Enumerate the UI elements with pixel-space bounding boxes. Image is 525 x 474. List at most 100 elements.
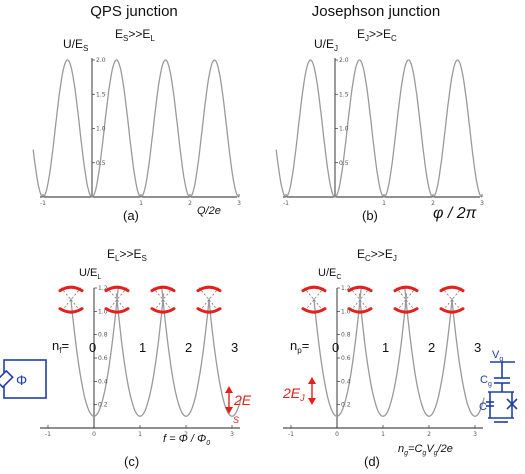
y-tick-label: 0.8: [98, 332, 108, 339]
x-tick-label: 1: [382, 200, 386, 207]
curve-c: [70, 288, 242, 417]
panel-label-c: (c): [124, 454, 139, 469]
y-tick-label: 0.4: [341, 378, 351, 385]
xlabel-d: ng=CgVg/2e: [398, 443, 453, 457]
gap-arrow-head-up-d: [308, 377, 316, 384]
branch-index: 3: [231, 340, 238, 355]
y-tick-label: 2.0: [339, 57, 349, 64]
lower-band: [104, 307, 130, 314]
x-tick-label: -1: [288, 431, 294, 438]
x-tick-label: 0: [335, 431, 339, 438]
junction-cross-icon: [506, 398, 518, 410]
branch-index: 0: [89, 340, 96, 355]
y-tick-label: 0.2: [341, 402, 351, 409]
crossing-dash: [395, 287, 417, 312]
curve-b: [275, 59, 483, 198]
y-tick-label: 1.0: [341, 308, 351, 315]
y-tick-label: 0.2: [98, 402, 108, 409]
condition-a: ES>>EL: [115, 27, 155, 43]
index-label-d: np=: [290, 338, 309, 355]
cg-label: Cg: [480, 374, 492, 388]
y-tick-label: 0.5: [339, 160, 349, 167]
x-tick-label: -1: [45, 431, 51, 438]
x-tick-label: 2: [427, 431, 431, 438]
ylabel-c: U/EL: [79, 267, 101, 281]
panel-label-b: (b): [362, 208, 378, 223]
flux-symbol: Φ: [16, 372, 27, 388]
crossing-dash: [349, 287, 371, 312]
panel-b: -1 1 2 3 0.5 1.0 1.5 2.0 U/EJ EJ>>EC φ / 2π (b): [275, 27, 484, 223]
branch-index: 1: [139, 340, 146, 355]
y-tick-label: 1.2: [341, 285, 351, 292]
upper-band: [58, 285, 84, 293]
y-tick-label: 1.5: [339, 91, 349, 98]
condition-d: EC>>EJ: [357, 247, 397, 263]
x-tick-label: 1: [139, 200, 143, 207]
x-tick-label: -1: [40, 200, 46, 207]
condition-c: EL>>ES: [107, 247, 147, 263]
c-label: C: [479, 401, 487, 413]
vg-label: Vg: [492, 349, 503, 363]
ylabel-d: U/EC: [318, 267, 341, 281]
lower-band: [301, 307, 327, 314]
index-label-c: nf=: [52, 338, 69, 355]
x-tick-label: 0: [92, 431, 96, 438]
lower-band: [196, 307, 222, 314]
condition-b: EJ>>EC: [357, 27, 397, 43]
crossing-dash: [303, 287, 325, 312]
curve-d: [313, 288, 485, 417]
lower-band: [439, 307, 465, 314]
x-tick-label: 3: [473, 431, 477, 438]
lower-band: [347, 307, 373, 314]
y-tick-label: 0.8: [341, 332, 351, 339]
y-tick-label: 2.0: [96, 57, 106, 64]
gap-arrow-head-down-c: [225, 407, 233, 414]
y-tick-label: 1.0: [339, 126, 349, 133]
branch-index: 0: [332, 340, 339, 355]
panel-label-a: (a): [123, 208, 139, 223]
upper-band: [150, 285, 176, 293]
qps-circuit-inset: Φ: [0, 359, 47, 399]
title-qps: QPS junction: [90, 3, 178, 20]
crossing-dash: [106, 287, 128, 312]
branch-index: 1: [382, 340, 389, 355]
gap-arrow-head-down-d: [308, 398, 316, 405]
y-tick-label: 1.0: [98, 308, 108, 315]
crossing-dash: [441, 287, 463, 312]
y-tick-label: 0.4: [98, 378, 108, 385]
panel-c: -1 0 1 2 3 0.2 0.4 0.6 0.8 1.0 1.2 U/EL EL>>ES nf=…: [40, 247, 252, 469]
upper-band: [301, 285, 327, 293]
branch-index: 3: [474, 340, 481, 355]
upper-band: [439, 285, 465, 293]
curve-a: [32, 59, 240, 198]
y-tick-label: 1.0: [96, 126, 106, 133]
qps-element-icon: [0, 369, 14, 389]
branch-index: 2: [185, 340, 192, 355]
y-tick-label: 0.6: [341, 355, 351, 362]
josephson-circuit-inset: Vg Cg C: [479, 349, 518, 423]
lower-band: [58, 307, 84, 314]
upper-band: [196, 285, 222, 293]
x-tick-label: 2: [184, 431, 188, 438]
branch-index: 2: [428, 340, 435, 355]
xlabel-a: Q/2e: [197, 205, 221, 217]
lower-band: [150, 307, 176, 314]
x-tick-label: 2: [431, 200, 435, 207]
y-tick-label: 0.5: [96, 160, 106, 167]
lower-band: [393, 307, 419, 314]
xlabel-c: f = Φ / Φ0: [163, 433, 210, 447]
gap-sub-c: S: [233, 415, 239, 425]
x-tick-label: 3: [237, 200, 241, 207]
xlabel-b: φ / 2π: [433, 205, 477, 222]
y-tick-label: 1.2: [98, 285, 108, 292]
gap-label-d: 2EJ: [282, 385, 305, 403]
upper-band: [104, 285, 130, 293]
gap-label-c: 2E: [233, 392, 252, 408]
y-tick-label: 1.5: [96, 91, 106, 98]
x-tick-label: 3: [480, 200, 484, 207]
panel-label-d: (d): [364, 454, 380, 469]
y-tick-label: 0.6: [98, 355, 108, 362]
upper-band: [347, 285, 373, 293]
gap-arrow-head-up-c: [225, 386, 233, 393]
